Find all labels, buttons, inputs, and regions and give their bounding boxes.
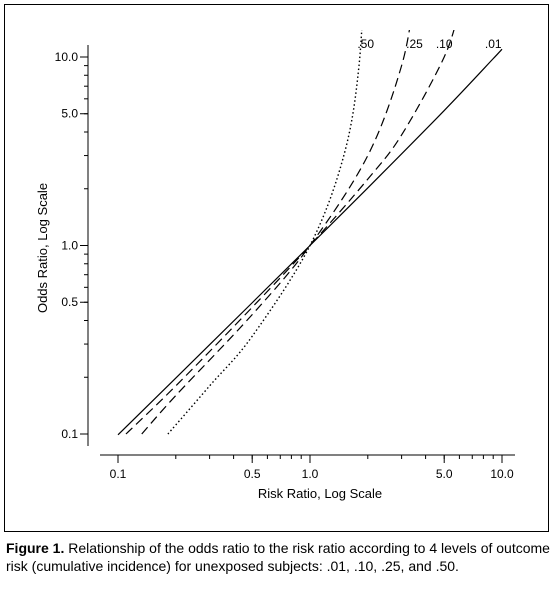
y-tick-label: 0.1 (61, 427, 78, 441)
x-tick-label: 5.0 (436, 467, 453, 481)
series-labels: .01 .10 .25 .50 (357, 37, 502, 51)
series-label-2: .10 (436, 37, 453, 51)
x-tick-label: 0.5 (244, 467, 261, 481)
series-label-1: .01 (485, 37, 502, 51)
caption-text: Relationship of the odds ratio to the ri… (6, 540, 550, 574)
y-tick-label: 1.0 (61, 239, 78, 253)
x-axis-title: Risk Ratio, Log Scale (258, 486, 382, 501)
caption-lead: Figure 1. (6, 540, 65, 556)
y-axis-title: Odds Ratio, Log Scale (35, 183, 50, 313)
series-label-4: .50 (357, 37, 374, 51)
x-tick-label: 1.0 (302, 467, 319, 481)
figure-frame (4, 4, 549, 532)
y-tick-label: 5.0 (61, 107, 78, 121)
y-tick-label: 10.0 (55, 50, 79, 64)
figure-caption: Figure 1. Relationship of the odds ratio… (6, 539, 551, 575)
x-tick-label: 0.1 (110, 467, 127, 481)
x-tick-label: 10.0 (490, 467, 514, 481)
series-group (117, 30, 503, 436)
y-tick-label: 0.5 (61, 295, 78, 309)
x-axis: 0.1 0.5 1.0 5.0 10.0 (100, 454, 515, 481)
line-chart: 0.1 0.5 1.0 5.0 10.0 0.1 0.5 1.0 5.0 10.0 .01 .10… (35, 30, 515, 501)
series-line-4 (167, 30, 363, 435)
y-axis: 0.1 0.5 1.0 5.0 10.0 (55, 45, 89, 446)
series-line-3 (141, 30, 410, 435)
series-line-2 (125, 30, 455, 435)
series-label-3: .25 (406, 37, 423, 51)
series-line-1 (117, 48, 503, 436)
